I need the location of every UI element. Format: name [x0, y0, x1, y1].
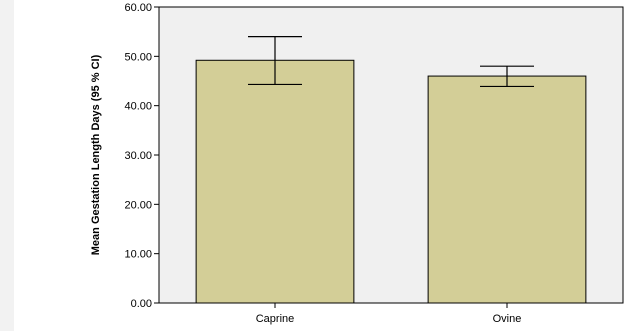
- y-tick-label: 40.00: [124, 101, 152, 113]
- y-tick-label: 10.00: [124, 249, 152, 261]
- bar-caprine: [195, 59, 355, 304]
- bar-ovine: [427, 75, 587, 304]
- x-tick-label-caprine: Caprine: [256, 313, 295, 325]
- y-axis: 0.00 10.00 20.00 30.00 40.00 50.00 60.00: [124, 2, 159, 310]
- y-axis-title: Mean Gestation Length Days (95 % CI): [90, 54, 102, 255]
- bars-group: [195, 59, 587, 304]
- y-tick-label: 50.00: [124, 51, 152, 63]
- y-tick-label: 20.00: [124, 199, 152, 211]
- y-tick-label: 0.00: [131, 298, 152, 310]
- left-margin-strip: [0, 0, 14, 331]
- y-tick-label: 60.00: [124, 2, 152, 14]
- y-tick-label: 30.00: [124, 150, 152, 162]
- x-tick-label-ovine: Ovine: [493, 313, 522, 325]
- error-bars-group: [248, 35, 534, 88]
- x-axis: Caprine Ovine: [256, 303, 522, 325]
